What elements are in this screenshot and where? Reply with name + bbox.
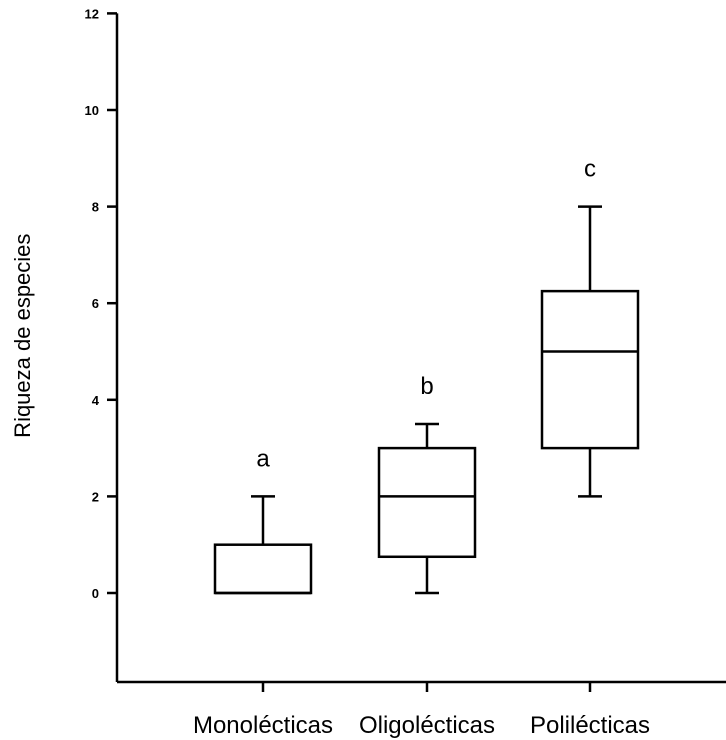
iqr-box	[213, 543, 313, 595]
x-tick-label: Oligolécticas	[359, 712, 495, 739]
y-tick-label: 8	[92, 200, 99, 215]
y-axis-label: Riqueza de especies	[10, 234, 35, 438]
x-ticks: Monolécticas Oligolécticas Polilécticas	[193, 682, 650, 739]
iqr-box	[540, 289, 640, 450]
box-1: a	[213, 445, 313, 595]
significance-letter: b	[420, 373, 433, 400]
y-tick-label: 2	[92, 489, 99, 504]
y-tick-label: 6	[92, 296, 99, 311]
axes	[115, 13, 726, 684]
x-tick-label: Monolécticas	[193, 712, 333, 739]
significance-letter: c	[584, 156, 596, 183]
y-tick-label: 4	[92, 393, 100, 408]
y-tick-label: 12	[85, 6, 99, 21]
y-ticks: 0 2 4 6 8 10 12	[85, 6, 117, 601]
box-2: b	[377, 373, 477, 595]
y-tick-label: 10	[85, 103, 99, 118]
boxes: a b c	[213, 156, 640, 595]
y-tick-label: 0	[92, 586, 99, 601]
x-tick-label: Polilécticas	[530, 712, 650, 739]
significance-letter: a	[256, 445, 270, 472]
box-3: c	[540, 156, 640, 498]
iqr-box	[377, 446, 477, 559]
